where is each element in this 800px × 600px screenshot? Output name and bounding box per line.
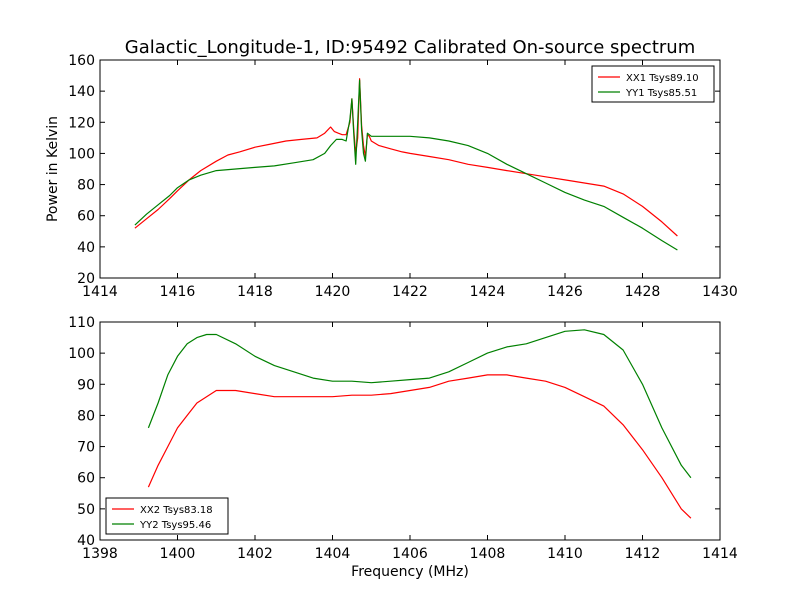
top-x-tick-label: 1416 bbox=[160, 284, 196, 300]
bottom-y-tick-label: 90 bbox=[77, 377, 95, 393]
top-chart-title: Galactic_Longitude-1, ID:95492 Calibrate… bbox=[125, 37, 695, 58]
bottom-y-tick-label: 40 bbox=[77, 533, 95, 549]
bottom-x-tick-label: 1408 bbox=[470, 546, 506, 562]
bottom-y-tick-label: 100 bbox=[68, 346, 95, 362]
top-y-tick-label: 80 bbox=[77, 178, 95, 194]
top-x-tick-label: 1430 bbox=[702, 284, 738, 300]
bottom-legend-box bbox=[105, 497, 229, 535]
bottom-x-tick-label: 1406 bbox=[392, 546, 428, 562]
top-series-line-2 bbox=[134, 79, 678, 251]
top-y-tick-label: 120 bbox=[68, 115, 95, 131]
bottom-x-tick-label: 1402 bbox=[237, 546, 273, 562]
bottom-x-tick-label: 1404 bbox=[315, 546, 351, 562]
top-y-tick-label: 140 bbox=[68, 84, 95, 100]
bottom-y-tick-label: 70 bbox=[77, 440, 95, 456]
top-chart-ylabel: Power in Kelvin bbox=[45, 116, 61, 222]
top-x-tick-label: 1414 bbox=[82, 284, 118, 300]
top-y-tick-label: 40 bbox=[77, 240, 95, 256]
bottom-chart-xlabel: Frequency (MHz) bbox=[351, 564, 469, 580]
bottom-x-tick-label: 1398 bbox=[82, 546, 118, 562]
top-legend: XX1 Tsys89.10 YY1 Tsys85.51 bbox=[591, 65, 715, 103]
bottom-y-tick-label: 110 bbox=[68, 315, 95, 331]
top-legend-label-2: YY1 Tsys85.51 bbox=[625, 88, 697, 99]
top-series-line-1 bbox=[134, 78, 678, 237]
top-legend-box bbox=[591, 65, 715, 103]
bottom-y-tick-label: 80 bbox=[77, 408, 95, 424]
top-legend-label-1: XX1 Tsys89.10 bbox=[626, 73, 699, 84]
bottom-x-tick-label: 1400 bbox=[160, 546, 196, 562]
bottom-series-line-1 bbox=[147, 374, 692, 519]
top-y-tick-label: 20 bbox=[77, 271, 95, 287]
bottom-series-line-2 bbox=[147, 329, 692, 479]
top-x-tick-label: 1418 bbox=[237, 284, 273, 300]
top-y-tick-label: 160 bbox=[68, 53, 95, 69]
bottom-y-tick-label: 60 bbox=[77, 471, 95, 487]
bottom-x-tick-label: 1414 bbox=[702, 546, 738, 562]
top-x-tick-label: 1422 bbox=[392, 284, 428, 300]
top-y-tick-label: 100 bbox=[68, 146, 95, 162]
bottom-legend-label-1: XX2 Tsys83.18 bbox=[140, 505, 213, 516]
top-y-tick-label: 60 bbox=[77, 209, 95, 225]
bottom-legend: XX2 Tsys83.18 YY2 Tsys95.46 bbox=[105, 497, 229, 535]
bottom-y-tick-label: 50 bbox=[77, 502, 95, 518]
top-plot-area: 1414 1416 1418 1420 1422 1424 1426 1428 1430 20 40… bbox=[68, 53, 738, 300]
bottom-legend-label-2: YY2 Tsys95.46 bbox=[139, 520, 211, 531]
bottom-plot-area: 1398 1400 1402 1404 1406 1408 1410 1412 1414 40 50… bbox=[68, 315, 738, 562]
top-x-tick-label: 1426 bbox=[547, 284, 583, 300]
top-x-tick-label: 1420 bbox=[315, 284, 351, 300]
bottom-x-tick-label: 1410 bbox=[547, 546, 583, 562]
bottom-x-tick-label: 1412 bbox=[625, 546, 661, 562]
top-x-tick-label: 1424 bbox=[470, 284, 506, 300]
top-x-tick-label: 1428 bbox=[625, 284, 661, 300]
